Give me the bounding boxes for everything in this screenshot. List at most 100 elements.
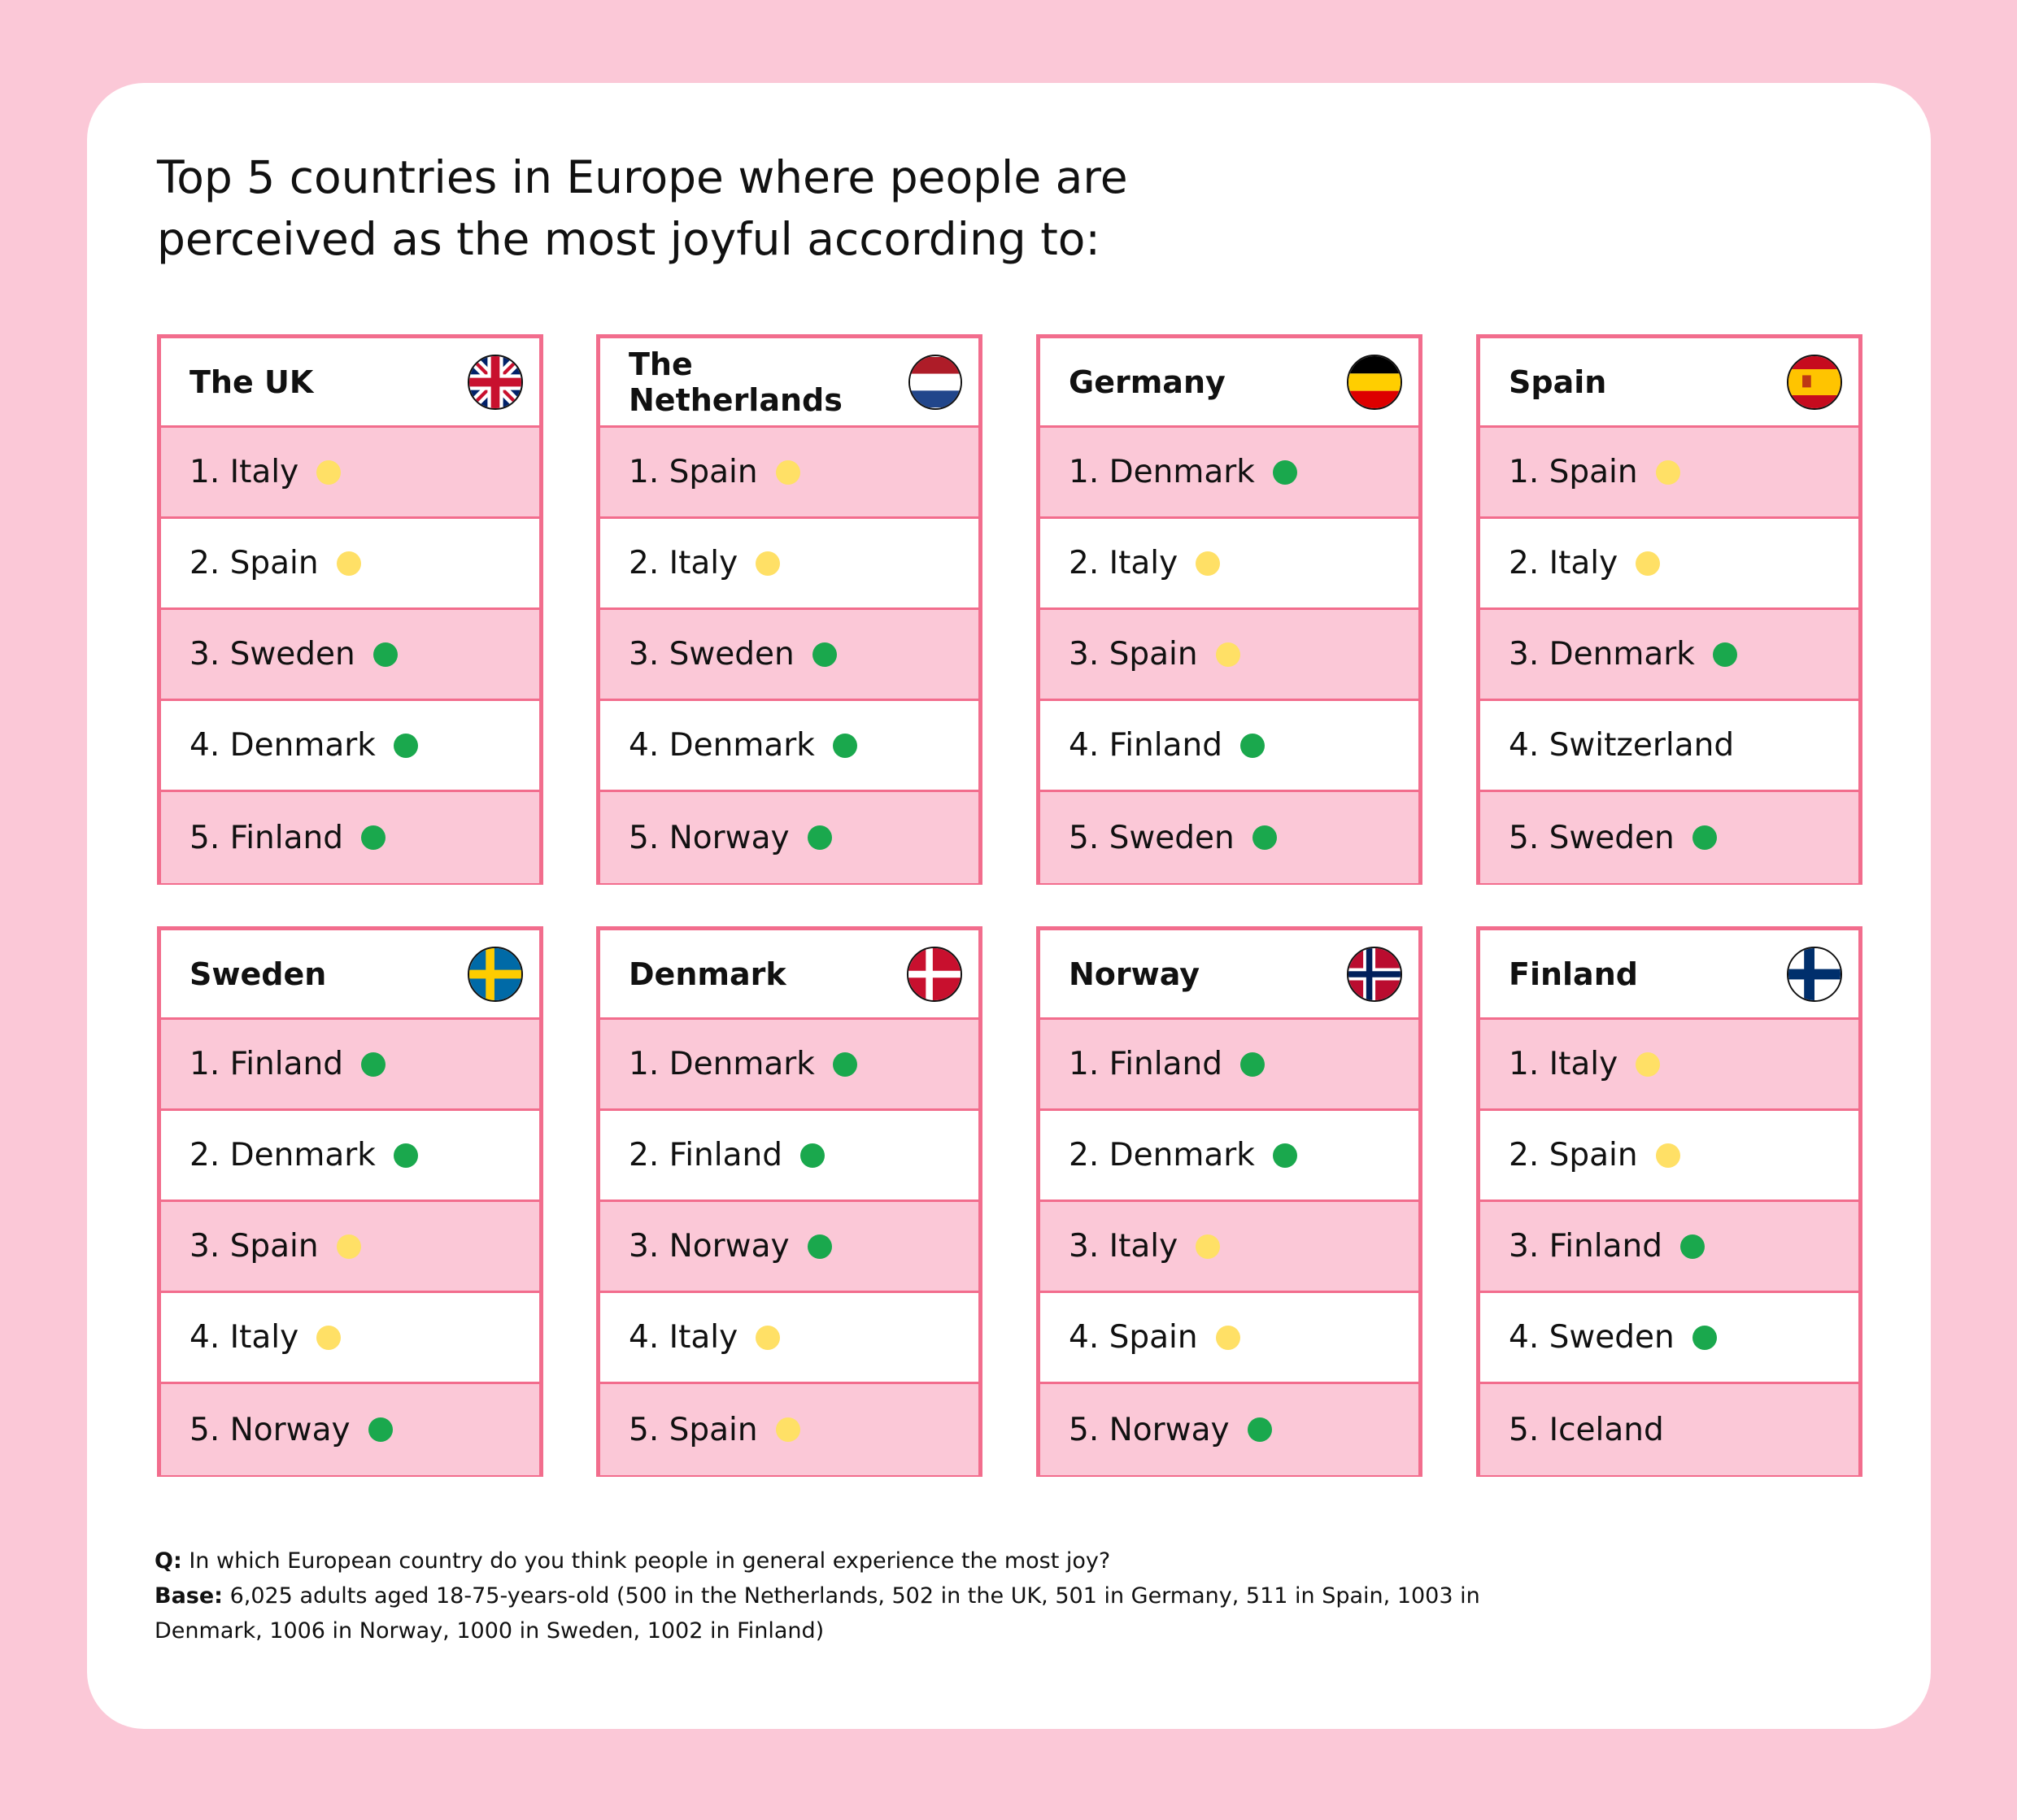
ranking-row: 3. Finland: [1480, 1202, 1858, 1293]
ranking-label: 4. Finland: [1069, 727, 1222, 764]
ranking-row: 2. Denmark: [1040, 1111, 1418, 1202]
card-country-name: Norway: [1069, 956, 1200, 992]
ranking-label: 3. Finland: [1509, 1228, 1662, 1265]
card-header: The UK: [161, 338, 539, 428]
uk-flag-icon: [468, 354, 523, 410]
question-text: In which European country do you think p…: [181, 1548, 1111, 1574]
netherlands-flag-icon: [908, 354, 962, 410]
ranking-row: 2. Italy: [600, 519, 978, 610]
card-header: Finland: [1480, 930, 1858, 1020]
ranking-label: 1. Finland: [190, 1046, 343, 1082]
ranking-row: 5. Spain: [600, 1384, 978, 1475]
country-card: Sweden 1. Finland 2. Denmark 3. Spain 4. Ita…: [157, 926, 543, 1477]
country-card: Germany 1. Denmark 2. Italy 3. Spain 4. Finl…: [1036, 334, 1422, 885]
ranking-label: 1. Spain: [1509, 454, 1638, 490]
ranking-row: 5. Sweden: [1480, 792, 1858, 883]
ranking-label: 5. Sweden: [1069, 819, 1235, 856]
ranking-label: 2. Italy: [1509, 545, 1618, 581]
green-dot-icon: [1247, 1417, 1272, 1442]
ranking-row: 1. Italy: [1480, 1020, 1858, 1111]
green-dot-icon: [1272, 1143, 1297, 1168]
yellow-dot-icon: [775, 459, 800, 485]
question-label: Q:: [155, 1548, 182, 1574]
ranking-label: 5. Iceland: [1509, 1411, 1664, 1448]
card-country-name: Denmark: [629, 956, 786, 992]
green-dot-icon: [360, 1052, 386, 1077]
ranking-row: 5. Norway: [161, 1384, 539, 1475]
ranking-row: 5. Norway: [1040, 1384, 1418, 1475]
card-header: Spain: [1480, 338, 1858, 428]
ranking-row: 4. Denmark: [161, 701, 539, 792]
yellow-dot-icon: [756, 551, 781, 576]
green-dot-icon: [832, 1052, 857, 1077]
sweden-flag-icon: [468, 946, 523, 1002]
card-country-name: Sweden: [190, 956, 327, 992]
card-country-name: The UK: [190, 364, 314, 400]
green-dot-icon: [393, 733, 418, 758]
spain-flag-icon: [1787, 354, 1842, 410]
ranking-label: 3. Spain: [1069, 636, 1198, 673]
ranking-label: 1. Finland: [1069, 1046, 1222, 1082]
yellow-dot-icon: [756, 1325, 781, 1350]
card-country-name: The Netherlands: [629, 346, 843, 418]
ranking-label: 3. Sweden: [629, 636, 795, 673]
ranking-row: 1. Finland: [1040, 1020, 1418, 1111]
ranking-row: 2. Denmark: [161, 1111, 539, 1202]
card-country-name: Spain: [1509, 364, 1607, 400]
ranking-row: 4. Italy: [600, 1293, 978, 1384]
yellow-dot-icon: [1215, 642, 1240, 667]
ranking-label: 2. Spain: [1509, 1137, 1638, 1173]
ranking-row: 1. Finland: [161, 1020, 539, 1111]
ranking-label: 2. Finland: [629, 1137, 782, 1173]
base-label: Base:: [155, 1583, 223, 1609]
ranking-row: 2. Spain: [1480, 1111, 1858, 1202]
green-dot-icon: [1712, 642, 1737, 667]
card-header: Norway: [1040, 930, 1418, 1020]
yellow-dot-icon: [316, 459, 342, 485]
card-country-name: Germany: [1069, 364, 1226, 400]
ranking-row: 4. Switzerland: [1480, 701, 1858, 792]
ranking-row: 3. Sweden: [161, 610, 539, 701]
germany-flag-icon: [1347, 354, 1402, 410]
yellow-dot-icon: [316, 1325, 342, 1350]
ranking-label: 5. Sweden: [1509, 819, 1675, 856]
country-card: Denmark 1. Denmark 2. Finland 3. Norway 4. I…: [596, 926, 982, 1477]
ranking-label: 5. Norway: [629, 819, 790, 856]
ranking-label: 2. Italy: [629, 545, 738, 581]
yellow-dot-icon: [1196, 1234, 1221, 1259]
ranking-label: 4. Spain: [1069, 1319, 1198, 1356]
yellow-dot-icon: [1636, 551, 1661, 576]
ranking-label: 2. Denmark: [190, 1137, 376, 1173]
country-card: Norway 1. Finland 2. Denmark 3. Italy 4. Spa…: [1036, 926, 1422, 1477]
green-dot-icon: [1692, 825, 1717, 850]
country-card: The UK 1. Italy 2. Spain 3. Sweden 4. Denmar…: [157, 334, 543, 885]
ranking-label: 1. Denmark: [629, 1046, 815, 1082]
green-dot-icon: [1692, 1325, 1717, 1350]
yellow-dot-icon: [1196, 551, 1221, 576]
ranking-row: 5. Norway: [600, 792, 978, 883]
base-line: Base: 6,025 adults aged 18-75-years-old …: [155, 1578, 1537, 1648]
country-card: The Netherlands 1. Spain 2. Italy 3. Sweden…: [596, 334, 982, 885]
ranking-row: 2. Italy: [1480, 519, 1858, 610]
country-card: Spain 1. Spain 2. Italy 3. Denmark 4. Switze…: [1476, 334, 1862, 885]
yellow-dot-icon: [1655, 459, 1680, 485]
green-dot-icon: [368, 1417, 393, 1442]
ranking-label: 2. Spain: [190, 545, 319, 581]
ranking-label: 3. Denmark: [1509, 636, 1695, 673]
green-dot-icon: [807, 825, 832, 850]
ranking-row: 1. Denmark: [600, 1020, 978, 1111]
ranking-row: 4. Italy: [161, 1293, 539, 1384]
ranking-row: 4. Spain: [1040, 1293, 1418, 1384]
card-header: The Netherlands: [600, 338, 978, 428]
ranking-label: 3. Spain: [190, 1228, 319, 1265]
green-dot-icon: [799, 1143, 825, 1168]
green-dot-icon: [360, 825, 386, 850]
ranking-row: 1. Spain: [600, 428, 978, 519]
ranking-row: 2. Spain: [161, 519, 539, 610]
ranking-row: 3. Spain: [161, 1202, 539, 1293]
ranking-row: 3. Norway: [600, 1202, 978, 1293]
yellow-dot-icon: [1655, 1143, 1680, 1168]
ranking-row: 1. Spain: [1480, 428, 1858, 519]
ranking-label: 3. Sweden: [190, 636, 355, 673]
ranking-row: 3. Denmark: [1480, 610, 1858, 701]
